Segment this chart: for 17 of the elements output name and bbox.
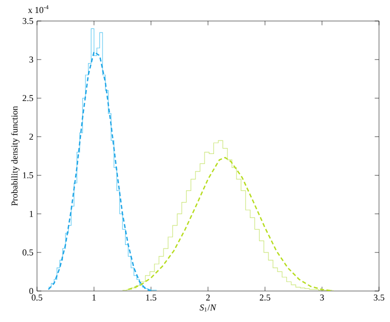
x-tick-label: 2	[206, 294, 210, 300]
y-tick-label: 3.5	[22, 18, 34, 24]
y-tick-label: 3	[29, 56, 34, 63]
x-tick-label: 1	[92, 294, 96, 300]
x-tick-label: 3.5	[374, 294, 384, 301]
y-tick-label: 2.5	[22, 95, 34, 102]
x-tick-label: 2.5	[260, 294, 270, 301]
x-tick-label: 3	[320, 294, 324, 301]
y-tick-label: 2	[29, 134, 33, 140]
y-tick-label: 0.5	[22, 249, 34, 256]
x-axis-title: S$_{1}$/N	[200, 304, 216, 312]
x-tick-label: 1.5	[146, 294, 156, 301]
text: x 10$^{-4}$	[28, 5, 49, 14]
y-tick-label: 1	[30, 210, 33, 217]
y-tick-label: 1.5	[23, 172, 34, 178]
y-tick-label: 0	[29, 288, 34, 294]
y-axis-title: Probability density function	[11, 106, 20, 206]
